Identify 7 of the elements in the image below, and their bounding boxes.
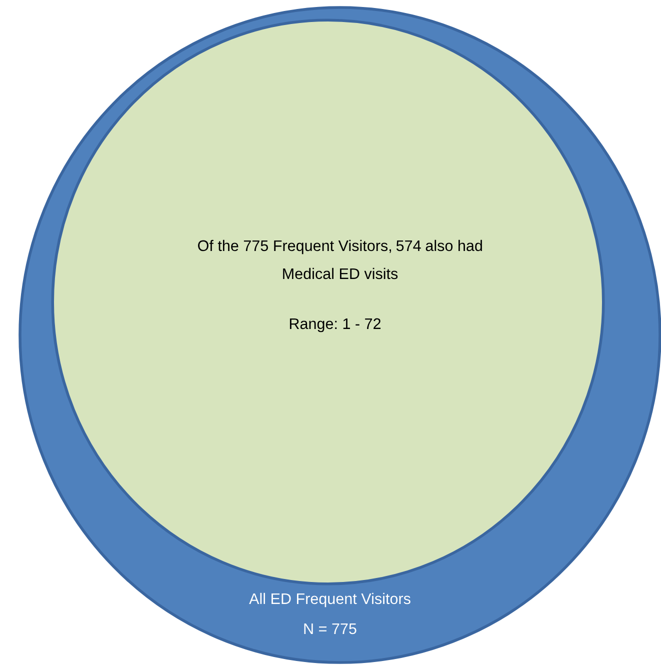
- text: also had: [426, 240, 482, 252]
- data-label: N = 775: [304, 623, 356, 634]
- text: Range: 1 - 72: [290, 318, 381, 332]
- text: Of the 775 Frequent Visitors,: [198, 240, 391, 254]
- data-label: 574: [396, 240, 421, 252]
- category-label: Medical ED visits: [283, 268, 398, 280]
- category-label: All ED Frequent Visitors: [249, 592, 410, 608]
